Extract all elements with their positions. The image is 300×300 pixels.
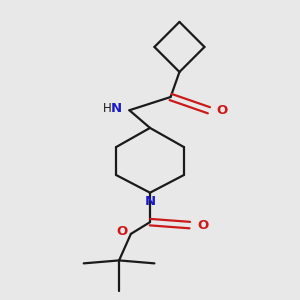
- Text: N: N: [111, 102, 122, 115]
- Text: N: N: [144, 195, 156, 208]
- Text: O: O: [197, 219, 208, 232]
- Text: O: O: [116, 225, 128, 238]
- Text: H: H: [103, 102, 112, 115]
- Text: O: O: [216, 104, 227, 117]
